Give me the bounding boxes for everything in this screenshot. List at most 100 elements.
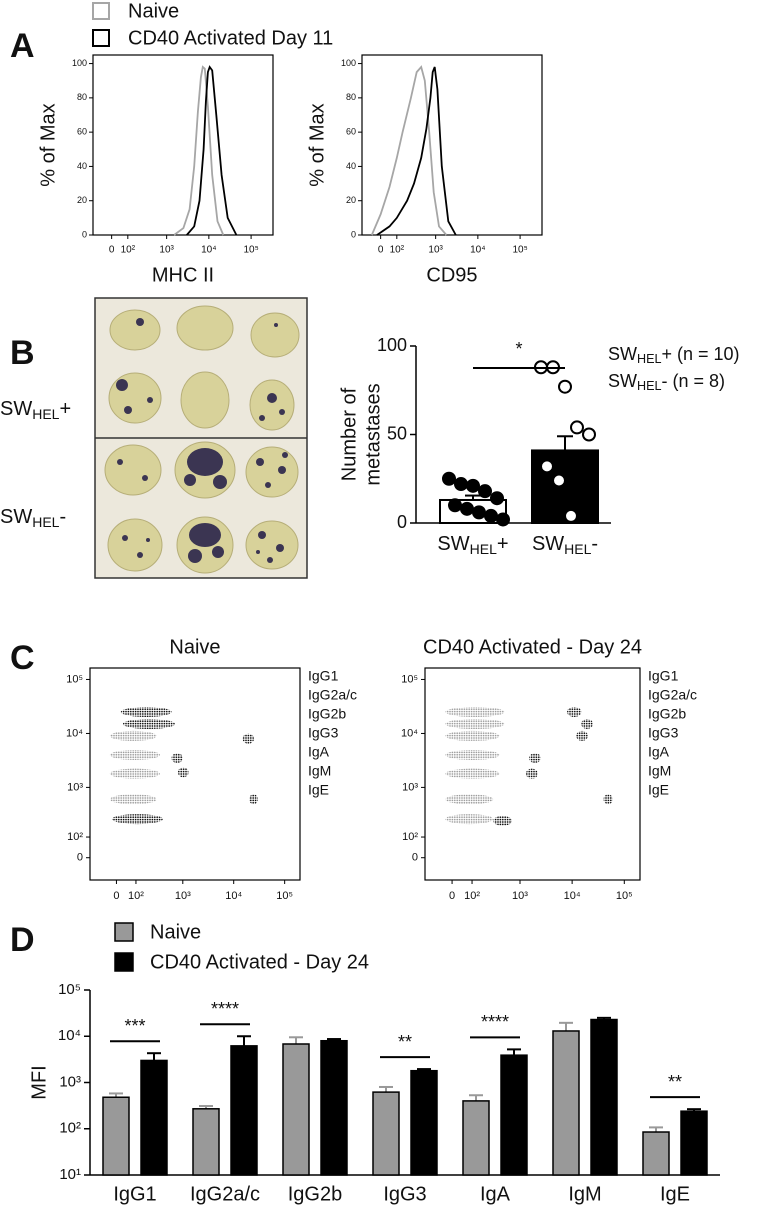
y-tick-label: 10² xyxy=(59,1120,81,1137)
histogram-line xyxy=(376,66,457,236)
plot-title: CD40 Activated - Day 24 xyxy=(423,636,642,658)
group-note-part: SW xyxy=(608,371,637,391)
x-tick-label: 0 xyxy=(449,890,455,902)
y-tick-label: 0 xyxy=(351,229,356,239)
row-label: IgG1 xyxy=(308,668,339,684)
y-axis-label: % of Max xyxy=(37,103,59,186)
x-tick-label-part: + xyxy=(497,533,509,555)
y-tick-label: 20 xyxy=(77,195,87,205)
y-tick-label: 10⁵ xyxy=(66,673,83,685)
x-tick-label-part: SW xyxy=(532,533,564,555)
y-tick-label: 0 xyxy=(397,512,407,532)
row-label: IgA xyxy=(308,744,330,760)
panel-letter: B xyxy=(10,334,35,372)
cell-population xyxy=(445,814,494,825)
x-tick-label: 10⁵ xyxy=(276,890,293,902)
bar xyxy=(410,1069,438,1176)
x-tick-label: 10⁵ xyxy=(616,890,633,902)
x-tick-label: 10³ xyxy=(175,890,191,902)
legend-label: CD40 Activated - Day 24 xyxy=(150,951,369,973)
image-row-label-part: + xyxy=(59,398,71,420)
significance: **** xyxy=(481,1012,509,1032)
row-label: IgG2a/c xyxy=(648,687,697,703)
cell-population xyxy=(576,730,588,741)
x-tick-label: 10³ xyxy=(512,890,528,902)
bar xyxy=(140,1059,168,1176)
x-tick-label: 10⁵ xyxy=(243,245,258,256)
row-label: IgG2b xyxy=(648,706,686,722)
bar xyxy=(372,1091,400,1176)
y-tick-label: 100 xyxy=(377,335,407,355)
cell-population xyxy=(109,794,157,805)
cell-population xyxy=(603,794,613,805)
bar xyxy=(462,1100,490,1176)
plot-title: Naive xyxy=(169,636,220,658)
bar xyxy=(500,1054,528,1176)
x-tick-label-part: - xyxy=(591,533,598,555)
data-point xyxy=(570,420,584,435)
image-row-label-part: - xyxy=(59,506,66,528)
data-point xyxy=(564,508,578,523)
group-note: SWHEL- (n = 8) xyxy=(608,371,725,394)
group-note-sub: HEL xyxy=(637,379,662,393)
plot-frame xyxy=(361,54,543,236)
cell-population xyxy=(445,749,500,760)
histogram-line xyxy=(173,65,225,236)
y-tick-label: 100 xyxy=(341,58,356,68)
significance: * xyxy=(515,339,522,359)
significance: **** xyxy=(211,999,239,1019)
image-row-label: SWHEL+ xyxy=(0,398,71,421)
legend-swatch xyxy=(114,922,134,942)
row-label: IgG3 xyxy=(648,725,679,741)
legend-label: Naive xyxy=(150,921,201,943)
panel-letter: C xyxy=(10,639,35,677)
data-point xyxy=(484,508,498,523)
x-tick-label: 10² xyxy=(121,245,136,256)
x-tick-label: 10² xyxy=(464,890,480,902)
row-label: IgG2a/c xyxy=(308,687,357,703)
data-point xyxy=(466,478,480,493)
legend-swatch xyxy=(92,2,110,20)
x-tick-label: 10⁵ xyxy=(512,245,527,256)
cell-population xyxy=(112,814,163,825)
x-axis-label: CD95 xyxy=(426,264,477,286)
cell-population xyxy=(109,730,157,741)
bar xyxy=(590,1018,618,1176)
cell-population xyxy=(120,706,172,717)
x-tick-label: 0 xyxy=(113,890,119,902)
x-tick-label: 0 xyxy=(378,245,384,256)
cell-population xyxy=(567,706,582,717)
image-row-label-sub: HEL xyxy=(32,406,59,422)
x-tick-label: 10³ xyxy=(428,245,443,256)
bar xyxy=(230,1045,258,1176)
row-label: IgA xyxy=(648,744,670,760)
data-point xyxy=(552,473,566,488)
image-row-label: SWHEL- xyxy=(0,506,66,529)
bar xyxy=(282,1043,310,1176)
row-label: IgE xyxy=(648,782,669,798)
y-tick-label: 60 xyxy=(346,127,356,137)
x-tick-label: IgG3 xyxy=(383,1183,426,1205)
legend-label: CD40 Activated Day 11 xyxy=(128,27,333,49)
y-tick-label: 100 xyxy=(72,58,87,68)
plot-frame xyxy=(89,667,301,881)
y-tick-label: 10⁵ xyxy=(401,673,418,685)
row-label: IgG2b xyxy=(308,706,346,722)
x-tick-label: 10⁴ xyxy=(564,890,581,902)
data-point xyxy=(478,484,492,499)
group-note-part: + (n = 10) xyxy=(662,344,740,364)
bar xyxy=(552,1030,580,1176)
data-point xyxy=(582,427,596,442)
y-tick-label: 10⁴ xyxy=(66,727,83,739)
group-note: SWHEL+ (n = 10) xyxy=(608,344,740,367)
y-axis-label: Number of xyxy=(338,387,360,481)
y-tick-label: 60 xyxy=(77,127,87,137)
y-tick-label: 10⁴ xyxy=(58,1027,81,1044)
plot-frame xyxy=(424,667,641,881)
x-tick-label: IgG2a/c xyxy=(190,1183,260,1205)
x-tick-label: 10⁴ xyxy=(201,245,216,256)
x-tick-label: IgE xyxy=(660,1183,690,1205)
cell-population xyxy=(445,706,505,717)
y-tick-label: 0 xyxy=(82,229,87,239)
